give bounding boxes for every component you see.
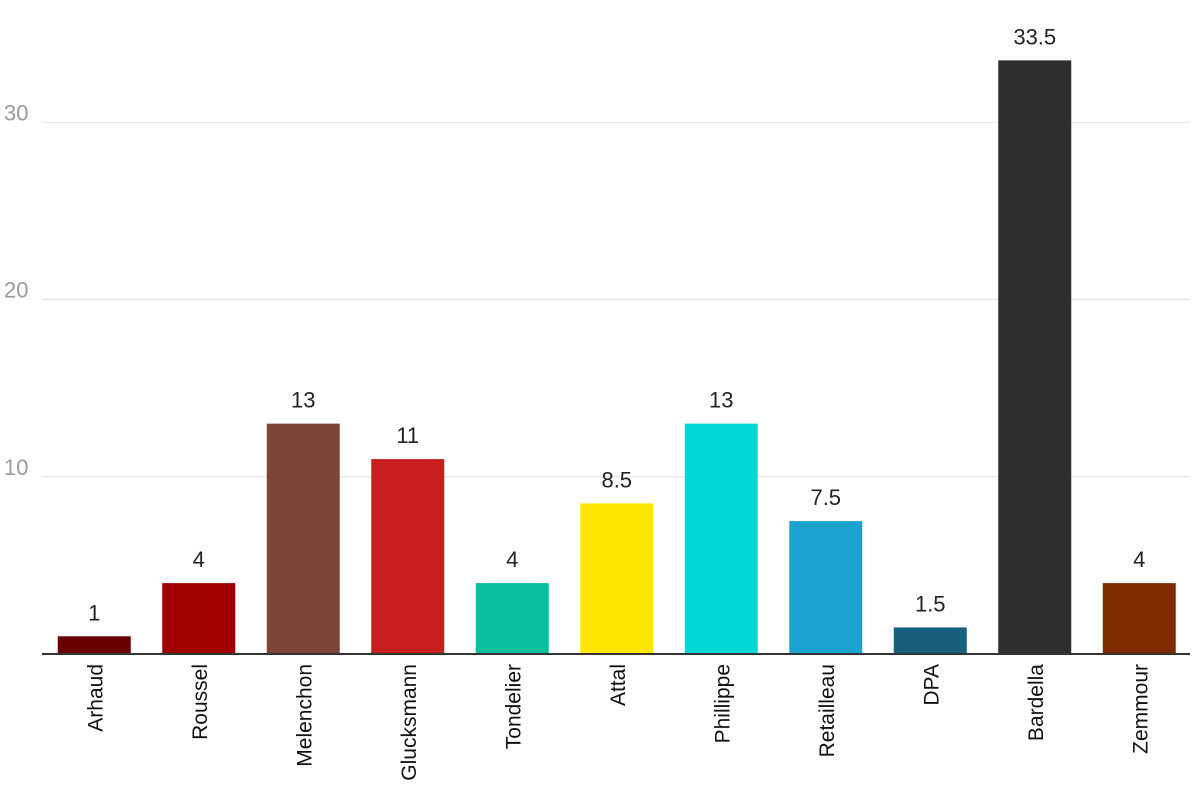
bar-roussel xyxy=(162,583,236,654)
bar-glucksmann xyxy=(371,459,445,654)
x-tick-label: Zemmour xyxy=(1129,664,1152,754)
x-axis-labels: Arhaud Roussel Melenchon Glucksmann Tondelie… xyxy=(84,664,1152,781)
value-label: 4 xyxy=(193,547,205,572)
value-label: 11 xyxy=(396,423,419,448)
bar-retailleau xyxy=(789,521,863,654)
x-tick-label: Arhaud xyxy=(84,664,107,732)
x-tick-label: Tondelier xyxy=(502,664,525,749)
value-labels: 1 4 13 11 4 8.5 13 7.5 1.5 33.5 4 xyxy=(88,24,1145,625)
bar-arhaud xyxy=(57,636,131,654)
value-label: 1 xyxy=(88,600,100,625)
x-tick-label: Glucksmann xyxy=(398,664,421,781)
y-tick-label: 30 xyxy=(4,100,28,125)
x-tick-label: Phillippe xyxy=(711,664,734,743)
bar-zemmour xyxy=(1102,583,1176,654)
value-label: 4 xyxy=(1133,547,1145,572)
bars xyxy=(57,60,1176,654)
bar-tondelier xyxy=(475,583,549,654)
x-tick-label: Melenchon xyxy=(293,664,316,767)
x-tick-label: DPA xyxy=(920,664,943,706)
value-label: 4 xyxy=(506,547,518,572)
value-label: 7.5 xyxy=(810,485,841,510)
bar-melenchon xyxy=(266,423,340,654)
value-label: 13 xyxy=(709,388,733,413)
bar-bardella xyxy=(998,60,1072,654)
bar-attal xyxy=(580,503,654,654)
value-label: 13 xyxy=(291,388,315,413)
value-label: 1.5 xyxy=(915,591,946,616)
y-tick-label: 10 xyxy=(4,455,28,480)
value-label: 33.5 xyxy=(1013,24,1056,49)
x-tick-label: Attal xyxy=(607,664,630,706)
bar-phillippe xyxy=(684,423,758,654)
x-tick-label: Bardella xyxy=(1025,664,1048,741)
bar-dpa xyxy=(893,627,967,654)
y-tick-label: 20 xyxy=(4,278,28,303)
x-tick-label: Retailleau xyxy=(816,664,839,757)
value-label: 8.5 xyxy=(601,467,632,492)
x-tick-label: Roussel xyxy=(189,664,212,740)
